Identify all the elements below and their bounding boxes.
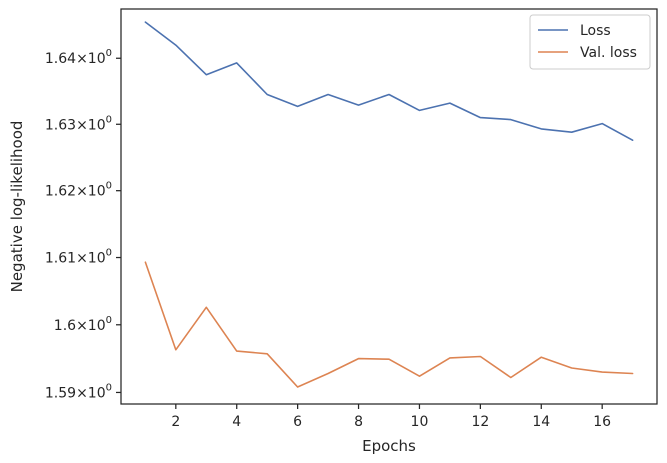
y-tick-exponent: 0 <box>106 114 112 125</box>
y-axis-label: Negative log-likelihood <box>8 121 26 293</box>
y-tick-base: 10 <box>88 117 106 133</box>
plot-area <box>120 8 658 405</box>
y-tick-exponent: 0 <box>106 382 112 393</box>
y-tick-label: 1.64×100 <box>45 48 112 67</box>
y-tick-label: 1.61×100 <box>45 248 112 267</box>
y-tick-times: × <box>76 51 88 67</box>
y-tick-label: 1.59×100 <box>45 382 112 401</box>
series-line-2 <box>144 261 634 388</box>
x-axis-label: Epochs <box>362 437 416 455</box>
y-tick-mantissa: 1.59 <box>45 385 76 401</box>
y-tick-mantissa: 1.61 <box>45 251 76 267</box>
legend: Loss Val. loss <box>529 14 651 70</box>
y-tick-exponent: 0 <box>106 181 112 192</box>
y-tick-label: 1.63×100 <box>45 114 112 133</box>
y-tick-base: 10 <box>88 318 106 334</box>
y-tick-exponent: 0 <box>106 248 112 259</box>
x-tick-label: 6 <box>293 414 302 430</box>
y-tick-exponent: 0 <box>106 48 112 59</box>
y-tick-times: × <box>76 318 88 334</box>
y-tick-mantissa: 1.62 <box>45 184 76 200</box>
x-tick-label: 14 <box>532 414 550 430</box>
x-tick-label: 16 <box>593 414 611 430</box>
y-tick-base: 10 <box>88 51 106 67</box>
x-tick-label: 2 <box>171 414 180 430</box>
y-tick-exponent: 0 <box>106 315 112 326</box>
y-tick-base: 10 <box>88 184 106 200</box>
x-axis-ticks: 2 4 6 8 10 12 14 16 <box>171 404 611 430</box>
legend-box <box>529 14 651 70</box>
x-tick-label: 8 <box>354 414 363 430</box>
x-tick-label: 10 <box>411 414 429 430</box>
y-tick-mantissa: 1.6 <box>54 318 76 334</box>
y-tick-mantissa: 1.64 <box>45 51 76 67</box>
series-line-1 <box>144 21 634 141</box>
y-tick-base: 10 <box>88 251 106 267</box>
y-tick-times: × <box>76 117 88 133</box>
series-layer <box>144 21 634 388</box>
x-tick-label: 4 <box>232 414 241 430</box>
y-tick-label: 1.6×100 <box>54 315 112 334</box>
y-tick-mantissa: 1.63 <box>45 117 76 133</box>
y-tick-times: × <box>76 251 88 267</box>
y-tick-label: 1.62×100 <box>45 181 112 200</box>
legend-label: Val. loss <box>580 45 637 61</box>
x-tick-label: 12 <box>471 414 489 430</box>
legend-label: Loss <box>580 23 611 39</box>
y-tick-times: × <box>76 385 88 401</box>
y-tick-times: × <box>76 184 88 200</box>
y-axis-ticks: 1.59×1001.6×1001.61×1001.62×1001.63×1001… <box>45 48 121 401</box>
y-tick-base: 10 <box>88 385 106 401</box>
